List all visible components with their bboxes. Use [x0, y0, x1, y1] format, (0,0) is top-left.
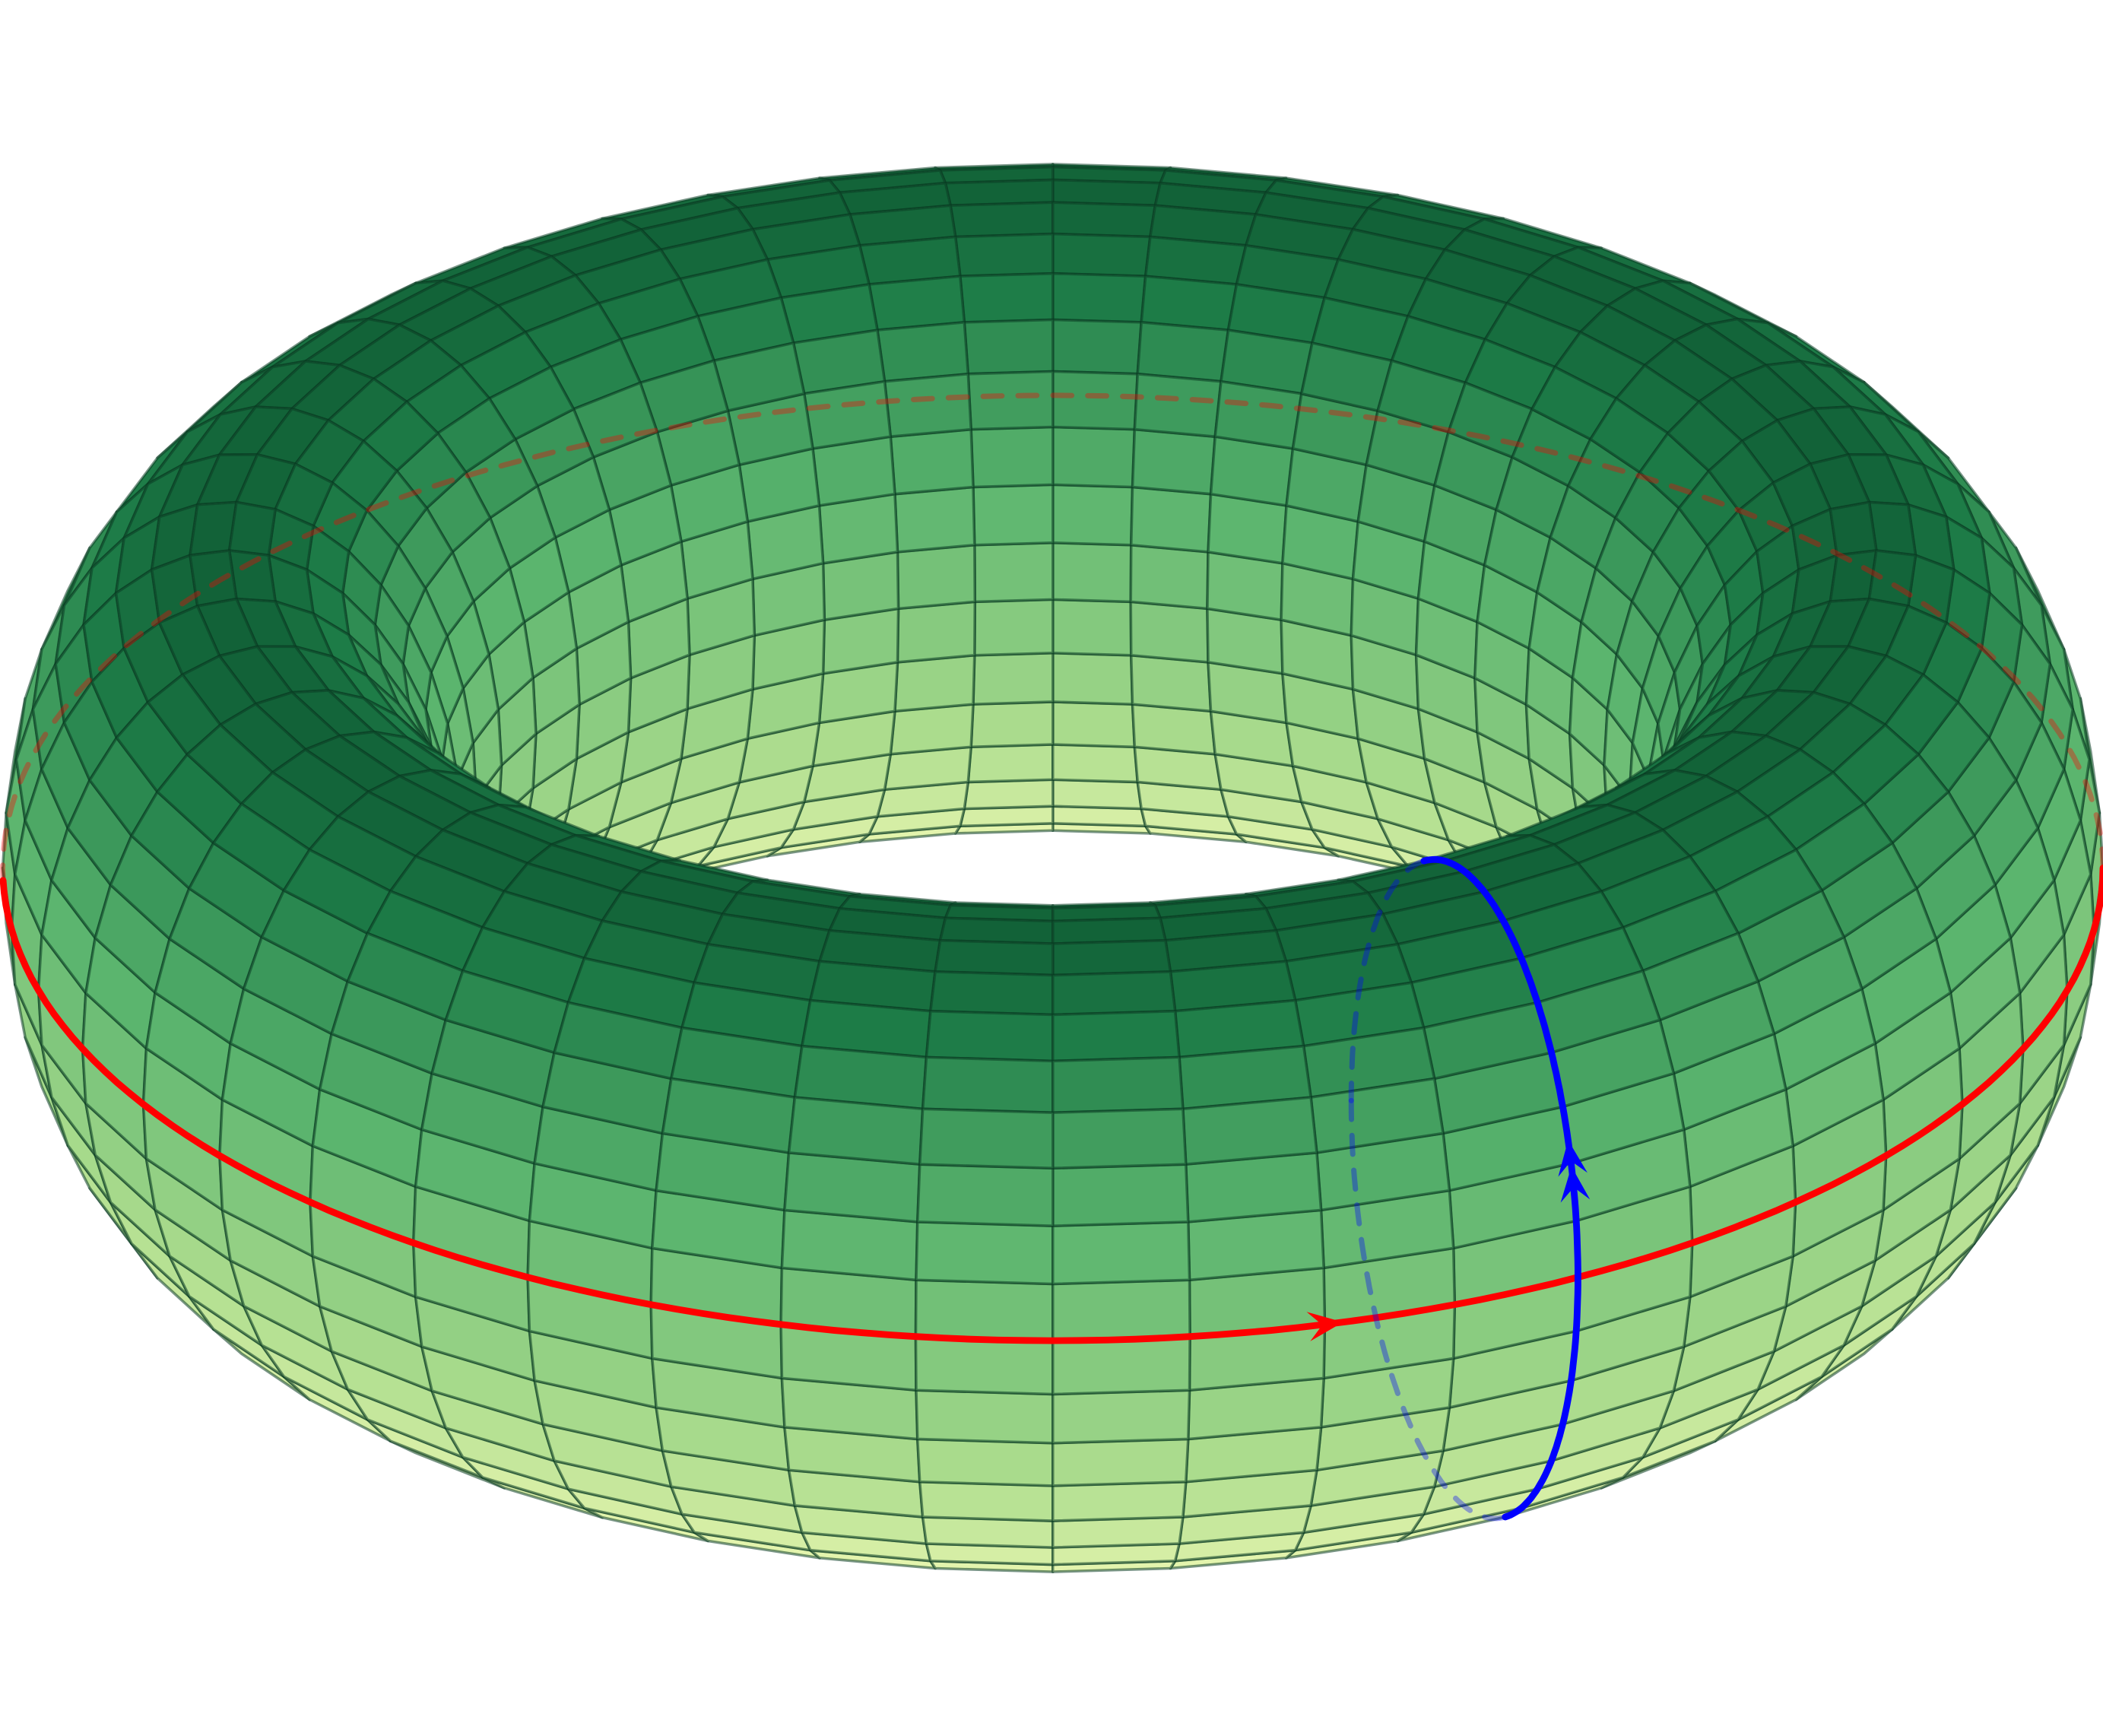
surface-patch: [1052, 541, 1133, 604]
surface-patch: [1052, 1335, 1191, 1396]
surface-patch: [1182, 1096, 1318, 1166]
red-loop: [0, 865, 2103, 1344]
surface-patch: [893, 653, 976, 713]
surface-patch: [1052, 1163, 1190, 1227]
surface-patch: [896, 543, 977, 611]
surface-patch: [787, 1096, 925, 1166]
surface-patch: [972, 483, 1055, 547]
surface-patch: [1052, 700, 1137, 748]
surface-patch: [969, 425, 1055, 489]
blue-arrow: [1558, 1140, 1588, 1177]
surface-patch: [1052, 1055, 1185, 1115]
surface-patch: [1052, 1220, 1191, 1286]
surface-patch: [915, 1388, 1055, 1445]
surface-patch: [972, 541, 1055, 604]
surface-patch: [916, 1163, 1055, 1227]
surface-patch: [921, 1055, 1055, 1115]
surface-patch: [1131, 427, 1216, 496]
surface-patch: [227, 500, 277, 557]
surface-patch: [1052, 970, 1177, 1017]
surface-patch: [1130, 653, 1213, 713]
surface-patch: [915, 1220, 1055, 1286]
surface-patch: [934, 938, 1055, 977]
surface-patch: [1133, 373, 1223, 438]
surface-patch: [963, 318, 1055, 376]
surface-patch: [896, 600, 977, 664]
surface-patch: [1052, 778, 1143, 811]
surface-patch: [1052, 1278, 1191, 1342]
surface-patch: [1052, 425, 1137, 489]
surface-patch: [1140, 275, 1239, 332]
surface-patch: [918, 1107, 1055, 1170]
surface-patch: [914, 1278, 1055, 1342]
surface-patch: [916, 1437, 1055, 1487]
surface-patch: [876, 321, 970, 383]
surface-patch: [1052, 598, 1133, 657]
surface-patch: [1130, 485, 1213, 554]
surface-patch: [1052, 201, 1157, 239]
torus-curves: [0, 392, 2103, 1522]
surface-patch: [1129, 543, 1210, 611]
surface-patch: [972, 651, 1055, 706]
surface-patch: [1052, 483, 1134, 547]
surface-patch: [1052, 1107, 1188, 1170]
surface-patch: [953, 232, 1055, 278]
surface-patch: [1052, 1480, 1188, 1522]
surface-patch: [889, 427, 975, 496]
surface-patch: [972, 598, 1055, 657]
surface-patch: [868, 275, 966, 332]
surface-patch: [959, 271, 1055, 324]
surface-patch: [1052, 651, 1134, 706]
surface-patch: [918, 1480, 1055, 1522]
surface-patch: [929, 970, 1055, 1017]
surface-patch: [1136, 321, 1230, 383]
surface-patch: [914, 1335, 1055, 1396]
surface-patch: [1052, 1388, 1191, 1445]
surface-patch: [1052, 232, 1152, 278]
blue-loop-hidden: [1348, 1097, 1508, 1522]
surface-patch: [189, 549, 238, 608]
blue-arrow: [1560, 1166, 1591, 1203]
surface-patch: [1052, 1437, 1190, 1487]
surface-patch: [966, 743, 1055, 784]
surface-patch: [969, 700, 1055, 748]
torus-surface: [1, 163, 2103, 1573]
surface-patch: [1052, 743, 1140, 784]
surface-patch: [1829, 500, 1878, 557]
surface-patch: [949, 201, 1055, 239]
surface-patch: [966, 370, 1055, 431]
surface-patch: [925, 1009, 1055, 1063]
surface-patch: [893, 485, 976, 554]
surface-patch: [1213, 379, 1303, 450]
red-arrow: [1306, 1312, 1343, 1341]
surface-patch: [802, 379, 893, 450]
surface-patch: [1052, 1009, 1181, 1063]
surface-patch: [883, 373, 972, 438]
surface-patch: [1052, 938, 1172, 977]
surface-patch: [1052, 370, 1140, 431]
red-loop-hidden: [0, 392, 2103, 884]
surface-patch: [963, 778, 1055, 811]
surface-patch: [1867, 549, 1917, 608]
surface-patch: [1129, 600, 1210, 664]
surface-patch: [1052, 271, 1147, 324]
surface-patch: [1052, 318, 1143, 376]
